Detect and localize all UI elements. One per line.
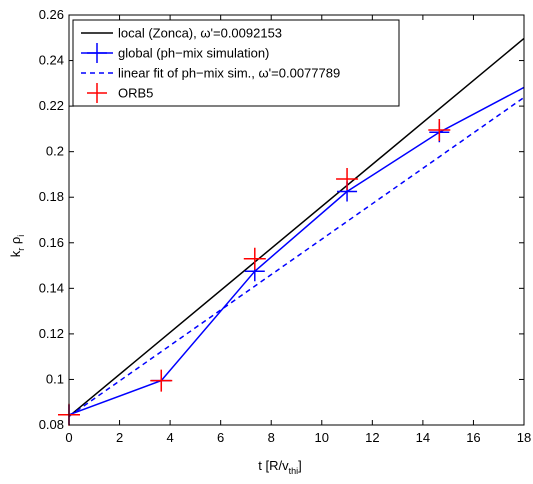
data-point-3-2: [243, 247, 266, 270]
series-1: [69, 86, 524, 416]
legend-item-2: linear fit of ph−mix sim., ω'=0.0077789: [81, 66, 340, 81]
y-tick-label-1: 0.1: [46, 371, 64, 386]
legend-label-1: global (ph−mix simulation): [118, 46, 269, 61]
series-line-2: [69, 96, 524, 417]
y-tick-label-9: 0.26: [39, 7, 64, 22]
legend-marker-3: [87, 83, 107, 103]
series-line-0: [69, 37, 524, 417]
legend-item-0: local (Zonca), ω'=0.0092153: [81, 26, 282, 41]
legend: local (Zonca), ω'=0.0092153 global (ph−mi…: [72, 19, 400, 107]
legend-label-3: ORB5: [118, 86, 153, 101]
legend-item-3: ORB5: [87, 83, 153, 103]
x-tick-label-3: 6: [217, 430, 224, 445]
series-0: [69, 37, 524, 417]
data-point-3-4: [428, 119, 451, 142]
x-axis-label: t [R/vthi]: [258, 458, 301, 476]
legend-box: [72, 19, 400, 107]
series-2: [69, 96, 524, 417]
series-markers-1: [59, 122, 450, 425]
series-line-1: [69, 86, 524, 416]
y-axis-label: kr ρi: [8, 235, 26, 258]
legend-marker-1: [87, 43, 107, 63]
y-tick-label-2: 0.12: [39, 326, 64, 341]
x-tick-label-1: 2: [116, 430, 123, 445]
axes-box: [68, 14, 525, 426]
y-tick-label-0: 0.08: [39, 417, 64, 432]
data-point-3-1: [150, 369, 173, 392]
y-tick-label-6: 0.2: [46, 144, 64, 159]
y-tick-label-4: 0.16: [39, 235, 64, 250]
y-tick-label-3: 0.14: [39, 280, 64, 295]
x-tick-label-5: 10: [315, 430, 329, 445]
legend-item-1: global (ph−mix simulation): [81, 43, 269, 63]
y-tick-label-7: 0.22: [39, 98, 64, 113]
data-point-3-3: [336, 168, 359, 190]
legend-label-2: linear fit of ph−mix sim., ω'=0.0077789: [118, 66, 340, 81]
x-tick-label-9: 18: [517, 430, 531, 445]
y-tick-label-8: 0.24: [39, 53, 64, 68]
x-tick-label-6: 12: [365, 430, 379, 445]
y-tick-label-5: 0.18: [39, 189, 64, 204]
axes-layer: 0 2 4 6 8 10 12 14 16 18 0.08 0.1 0.12 0.14 0.16 0.18 0.…: [39, 7, 532, 445]
x-tick-label-4: 8: [268, 430, 275, 445]
x-tick-label-7: 14: [416, 430, 430, 445]
legend-label-0: local (Zonca), ω'=0.0092153: [118, 26, 282, 41]
plot-area: [69, 37, 524, 417]
x-tick-label-8: 16: [466, 430, 480, 445]
x-tick-label-0: 0: [65, 430, 72, 445]
x-tick-label-2: 4: [166, 430, 173, 445]
